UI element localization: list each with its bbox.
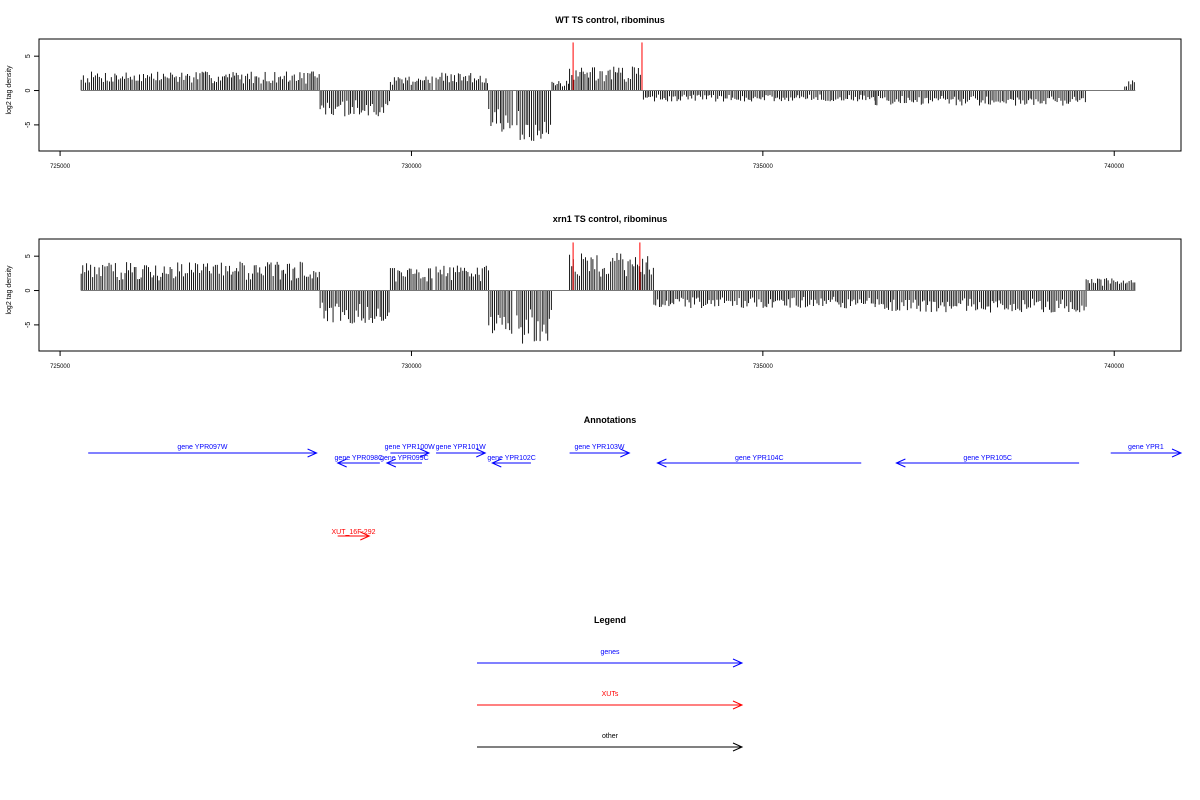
feature-arrowhead [419,448,431,458]
y-tick-label: 5 [25,254,32,258]
y-tick-label: -5 [25,122,32,128]
feature-arrowhead [491,458,502,468]
panel-title: xrn1 TS control, ribominus [553,214,668,224]
feature-arrowhead [307,448,318,458]
feature-label: gene YPR103W [574,444,624,451]
feature-label: gene YPR100W [385,444,435,451]
gene-feature: gene YPR1 [1110,444,1183,458]
feature-label: gene YPR099C [380,455,429,462]
feature-arrowhead [620,448,631,458]
feature-arrowhead [1171,448,1183,458]
feature-arrowhead [476,448,487,458]
legend-arrowhead [732,700,744,710]
legend-label: other [602,733,619,740]
feature-arrowhead [360,531,371,541]
gene-feature: gene YPR101W [436,444,487,458]
gene-feature: gene YPR102C [487,455,536,468]
feature-label: gene YPR105C [963,455,1012,462]
feature-label: XUT_16F-292 [332,529,376,536]
x-tick-label: 725000 [50,164,71,170]
gene-feature: gene YPR098C [335,455,384,468]
plot-frame [38,238,1182,352]
feature-arrowhead [336,458,347,468]
legend-panel: Legend genes XUTs other [477,615,744,752]
y-axis-label: log2 tag density [6,265,13,315]
gene-feature: gene YPR104C [656,455,862,468]
x-tick-label: 740000 [1104,364,1125,370]
legend-arrowhead [732,742,744,752]
legend-label: genes [600,649,620,656]
feature-label: gene YPR098C [335,455,384,462]
plot-frame [38,38,1182,152]
legend-item: XUTs [477,691,744,710]
x-tick-label: 730000 [401,364,422,370]
feature-arrowhead [385,458,397,468]
y-tick-label: 0 [25,88,32,92]
x-tick-label: 735000 [753,164,774,170]
gene-feature: gene YPR097W [88,444,318,458]
annotations-title: Annotations [584,415,637,425]
panel-title: WT TS control, ribominus [555,15,665,25]
legend-item: genes [477,649,744,668]
xrn1-coverage-panel: xrn1 TS control, ribominus log2 tag dens… [6,214,1182,370]
gene-feature: gene YPR099C [380,455,429,468]
legend-items: genes XUTs other [477,649,744,752]
feature-label: gene YPR097W [177,444,227,451]
x-tick-label: 735000 [753,364,774,370]
feature-label: gene YPR102C [487,455,536,462]
axes: -5 0 5 725000 730000 735000 740000 [25,54,1136,170]
x-tick-label: 725000 [50,364,71,370]
xut-feature: XUT_16F-292 [332,529,376,541]
feature-label: gene YPR104C [735,455,784,462]
feature-label: gene YPR1 [1128,444,1164,451]
gene-feature: gene YPR103W [569,444,631,458]
y-axis-label: log2 tag density [6,65,13,115]
x-tick-label: 740000 [1104,164,1125,170]
y-tick-label: -5 [25,322,32,328]
wt-coverage-panel: WT TS control, ribominus log2 tag densit… [6,15,1182,170]
feature-arrowhead [895,458,906,468]
legend-title: Legend [594,615,626,625]
bar-track [80,42,1135,141]
legend-arrowhead [732,658,744,668]
gene-feature: gene YPR100W [385,444,435,458]
legend-label: XUTs [602,691,619,698]
feature-label: gene YPR101W [436,444,486,451]
legend-item: other [477,733,744,752]
x-tick-label: 730000 [401,164,422,170]
y-tick-label: 0 [25,288,32,292]
y-tick-label: 5 [25,54,32,58]
feature-arrowhead [656,458,667,468]
bar-track [80,242,1136,344]
gene-feature: gene YPR105C [895,455,1080,468]
axes: -5 0 5 725000 730000 735000 740000 [25,254,1136,370]
